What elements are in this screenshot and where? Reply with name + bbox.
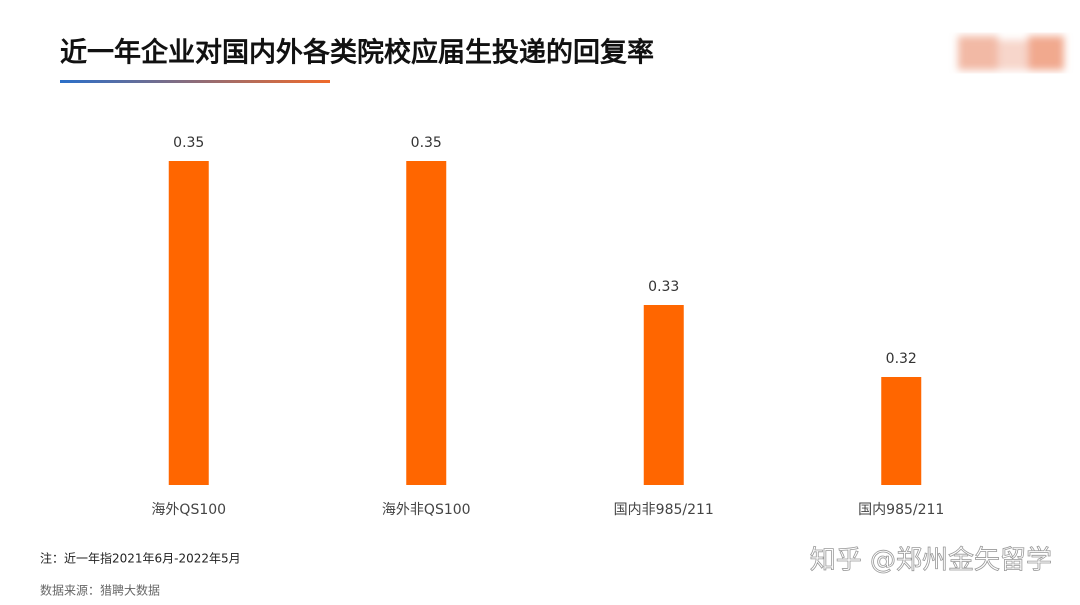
x-tick-label: 海外QS100 [151,502,226,518]
bar [168,161,209,485]
value-label: 0.35 [173,135,204,151]
value-label: 0.33 [648,279,679,295]
logo [958,36,1064,70]
chart-title: 近一年企业对国内外各类院校应届生投递的回复率 [60,37,654,69]
watermark: 知乎 @郑州金矢留学 [810,546,1052,576]
bar [406,161,447,485]
note: 注：近一年指2021年6月-2022年5月 [40,551,241,566]
x-tick-label: 海外非QS100 [382,502,471,518]
x-tick-label: 国内非985/211 [614,502,714,518]
bar [881,377,922,485]
source: 数据来源：猎聘大数据 [40,583,160,598]
bar [643,305,684,485]
value-label: 0.32 [886,351,917,367]
x-tick-label: 国内985/211 [858,502,944,518]
title-underline [60,80,330,83]
value-label: 0.35 [411,135,442,151]
